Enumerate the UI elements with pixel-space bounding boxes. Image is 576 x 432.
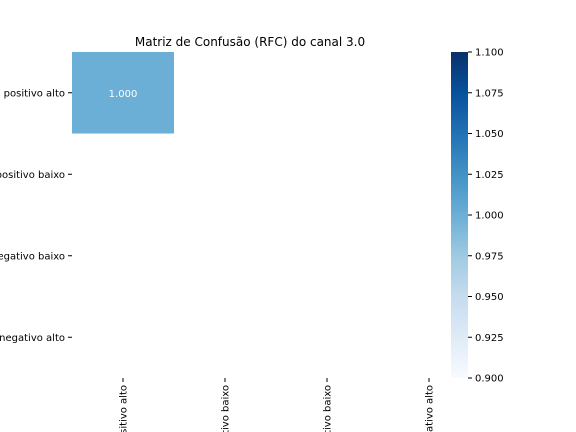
colorbar-tick-label: 0.925: [475, 333, 504, 344]
column-label: negativo alto: [425, 385, 436, 432]
row-label: positivo baixo: [0, 170, 65, 181]
heatmap-cells: 1.000: [72, 52, 174, 134]
cell-annotation: 1.000: [109, 89, 138, 100]
colorbar-tick-label: 0.975: [475, 251, 504, 262]
colorbar-tick-label: 1.075: [475, 88, 504, 99]
row-labels: positivo alto positivo baixo negativo baix…: [0, 88, 72, 344]
colorbar-tick-label: 0.950: [475, 292, 504, 303]
colorbar: [451, 52, 468, 378]
column-labels: positivo alto positivo baixo negativo baix…: [119, 378, 436, 432]
colorbar-tick-label: 0.900: [475, 374, 504, 385]
colorbar-tick-label: 1.025: [475, 170, 504, 181]
column-label: positivo baixo: [221, 385, 232, 432]
colorbar-tick-label: 1.000: [475, 211, 504, 222]
row-label: negativo alto: [0, 333, 65, 344]
row-label: negativo baixo: [0, 251, 65, 262]
row-label: positivo alto: [4, 88, 65, 99]
heatmap-cell: [72, 52, 174, 134]
colorbar-tick-label: 1.050: [475, 129, 504, 140]
colorbar-tick-label: 1.100: [475, 48, 504, 59]
column-label: negativo baixo: [323, 385, 334, 432]
colorbar-ticks: 0.900 0.925 0.950 0.975 1.000 1.025 1.050 1.075…: [468, 48, 504, 385]
column-label: positivo alto: [119, 385, 130, 432]
chart-title: Matriz de Confusão (RFC) do canal 3.0: [135, 35, 365, 49]
